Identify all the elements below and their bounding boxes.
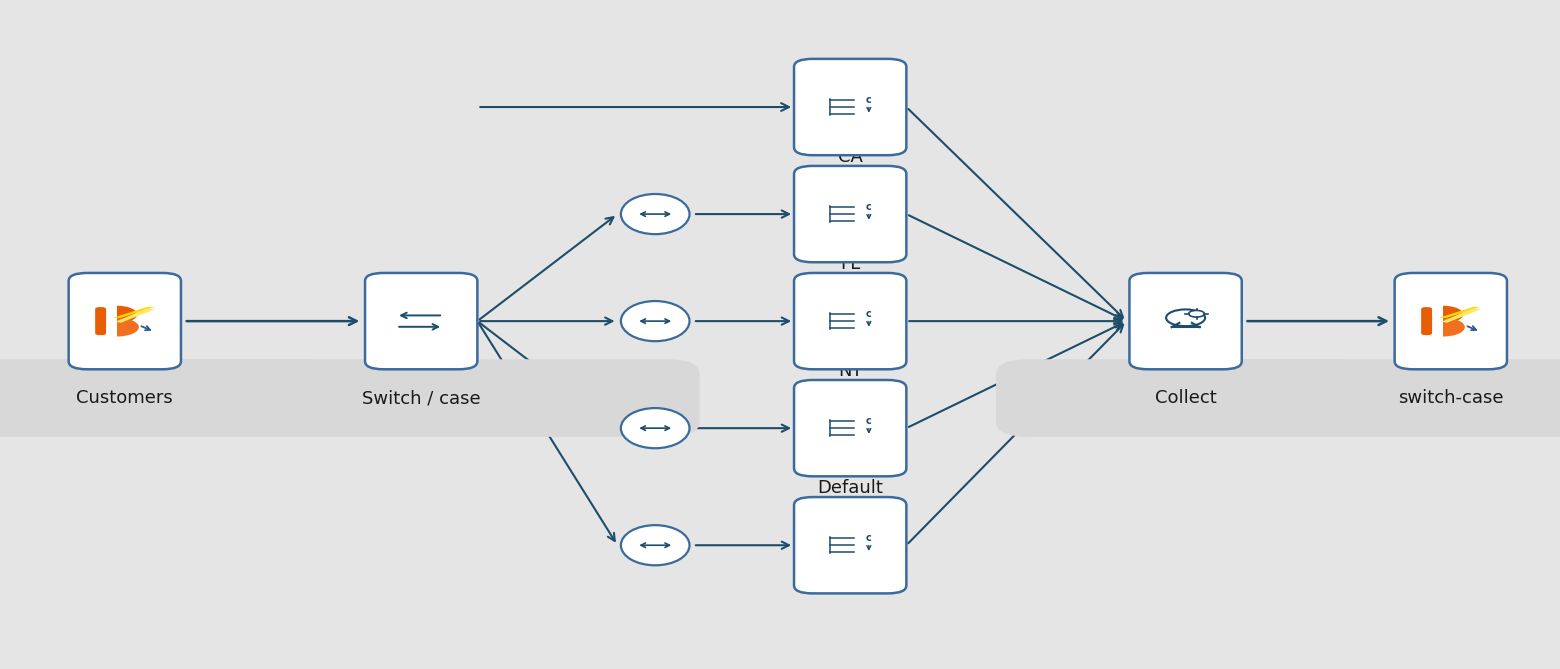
Ellipse shape (621, 301, 690, 341)
Text: c: c (866, 416, 872, 426)
Ellipse shape (621, 408, 690, 448)
Circle shape (1189, 310, 1204, 317)
FancyBboxPatch shape (1421, 307, 1432, 335)
FancyBboxPatch shape (794, 497, 906, 593)
FancyBboxPatch shape (144, 359, 699, 437)
FancyBboxPatch shape (1201, 359, 1560, 437)
Wedge shape (1443, 318, 1465, 337)
Polygon shape (114, 307, 154, 318)
FancyBboxPatch shape (794, 273, 906, 369)
Text: c: c (866, 202, 872, 212)
Text: Customers: Customers (76, 389, 173, 407)
Text: Switch / case: Switch / case (362, 389, 480, 407)
FancyBboxPatch shape (95, 307, 106, 335)
Text: NY: NY (838, 363, 863, 380)
Polygon shape (115, 308, 154, 322)
Text: CA: CA (838, 149, 863, 166)
FancyBboxPatch shape (1129, 273, 1242, 369)
Text: Default: Default (817, 480, 883, 497)
Ellipse shape (621, 525, 690, 565)
Wedge shape (117, 318, 139, 337)
FancyBboxPatch shape (997, 359, 1376, 437)
Ellipse shape (621, 194, 690, 234)
FancyBboxPatch shape (69, 273, 181, 369)
Text: c: c (866, 533, 872, 543)
FancyBboxPatch shape (1395, 273, 1507, 369)
FancyBboxPatch shape (365, 273, 477, 369)
Polygon shape (1441, 308, 1480, 322)
FancyBboxPatch shape (794, 59, 906, 155)
Wedge shape (1443, 306, 1463, 323)
Polygon shape (1440, 307, 1480, 318)
Text: c: c (866, 95, 872, 105)
FancyBboxPatch shape (794, 380, 906, 476)
Wedge shape (117, 306, 137, 323)
Text: c: c (866, 309, 872, 319)
FancyBboxPatch shape (794, 166, 906, 262)
Text: Collect: Collect (1154, 389, 1217, 407)
Text: FL: FL (841, 256, 860, 273)
Text: switch-case: switch-case (1398, 389, 1504, 407)
FancyBboxPatch shape (0, 359, 343, 437)
